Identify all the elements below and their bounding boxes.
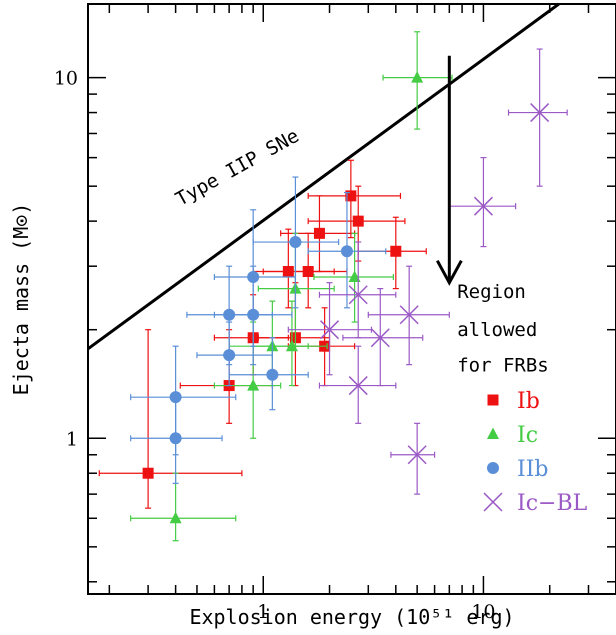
point-marker xyxy=(390,245,402,257)
data-point xyxy=(318,241,397,339)
annotation-text: for FRBs xyxy=(457,355,549,377)
point-marker xyxy=(473,196,493,216)
tick-labels: 1 10 1 10 xyxy=(54,68,496,623)
data-point xyxy=(448,157,517,248)
legend-marker xyxy=(487,427,499,439)
data-point xyxy=(287,282,373,376)
data-point xyxy=(252,176,340,309)
data-point xyxy=(313,232,394,323)
data-point xyxy=(357,216,427,290)
data-point xyxy=(179,329,273,424)
y-tick-label: 10 xyxy=(54,68,78,90)
data-point xyxy=(280,195,356,273)
data-point xyxy=(507,48,568,187)
data-point xyxy=(228,337,309,411)
data-point xyxy=(252,300,328,387)
point-marker xyxy=(530,103,550,123)
point-marker xyxy=(319,320,340,340)
data-point xyxy=(390,422,436,495)
legend: Ib Ic IIb Ic−BL xyxy=(483,389,588,516)
data-series xyxy=(98,31,568,542)
data-point xyxy=(307,159,402,239)
data-point xyxy=(130,345,237,456)
annotation-text: Region xyxy=(457,281,526,303)
y-tick-label: 1 xyxy=(66,428,78,450)
data-point xyxy=(130,472,237,542)
point-marker xyxy=(285,339,298,352)
annotation-text: Type IIP SNe xyxy=(172,125,303,211)
point-marker xyxy=(266,368,279,381)
point-marker xyxy=(348,285,368,305)
legend-label: Ic−BL xyxy=(517,491,588,516)
data-point xyxy=(196,321,273,387)
point-marker xyxy=(247,379,260,391)
legend-label: Ib xyxy=(517,389,540,414)
axis-ticks xyxy=(88,4,616,594)
point-marker xyxy=(313,227,325,239)
legend-label: Ic xyxy=(517,423,538,448)
plot-border xyxy=(87,3,616,595)
x-tick-label: 1 xyxy=(257,601,269,623)
legend-marker xyxy=(487,394,499,406)
x-tick-label: 10 xyxy=(471,601,495,623)
point-marker xyxy=(348,376,368,396)
type-iip-boundary xyxy=(87,2,560,351)
point-marker xyxy=(407,445,427,465)
point-marker xyxy=(399,305,419,325)
data-point xyxy=(382,31,453,130)
legend-label: IIb xyxy=(517,457,548,482)
point-marker xyxy=(302,266,314,278)
plot-frame xyxy=(87,3,616,595)
data-point xyxy=(318,345,397,424)
series-iib xyxy=(130,176,387,484)
boundary-line xyxy=(87,2,560,351)
series-ic-bl xyxy=(287,48,568,495)
data-point xyxy=(213,209,297,347)
legend-marker xyxy=(487,462,499,474)
point-marker xyxy=(247,271,260,284)
point-marker xyxy=(411,71,424,83)
data-point xyxy=(186,265,273,366)
data-point xyxy=(367,265,450,366)
x-axis-label: Explosion energy (10⁵¹ erg) xyxy=(189,605,514,629)
region-arrow-head xyxy=(436,259,463,286)
point-marker xyxy=(345,190,357,202)
point-marker xyxy=(348,270,361,283)
point-marker xyxy=(142,467,154,479)
data-point xyxy=(307,191,387,309)
data-point xyxy=(213,294,289,376)
annotation-text: allowed xyxy=(457,319,537,341)
point-marker xyxy=(340,245,353,258)
point-marker xyxy=(289,236,302,249)
point-marker xyxy=(352,215,364,227)
series-ic xyxy=(130,31,453,542)
y-axis-label: Ejecta mass (M⊙) xyxy=(9,203,33,396)
point-marker xyxy=(169,391,182,404)
data-point xyxy=(98,329,243,509)
legend-marker xyxy=(483,492,503,512)
point-marker xyxy=(370,328,390,348)
point-marker xyxy=(169,511,182,524)
